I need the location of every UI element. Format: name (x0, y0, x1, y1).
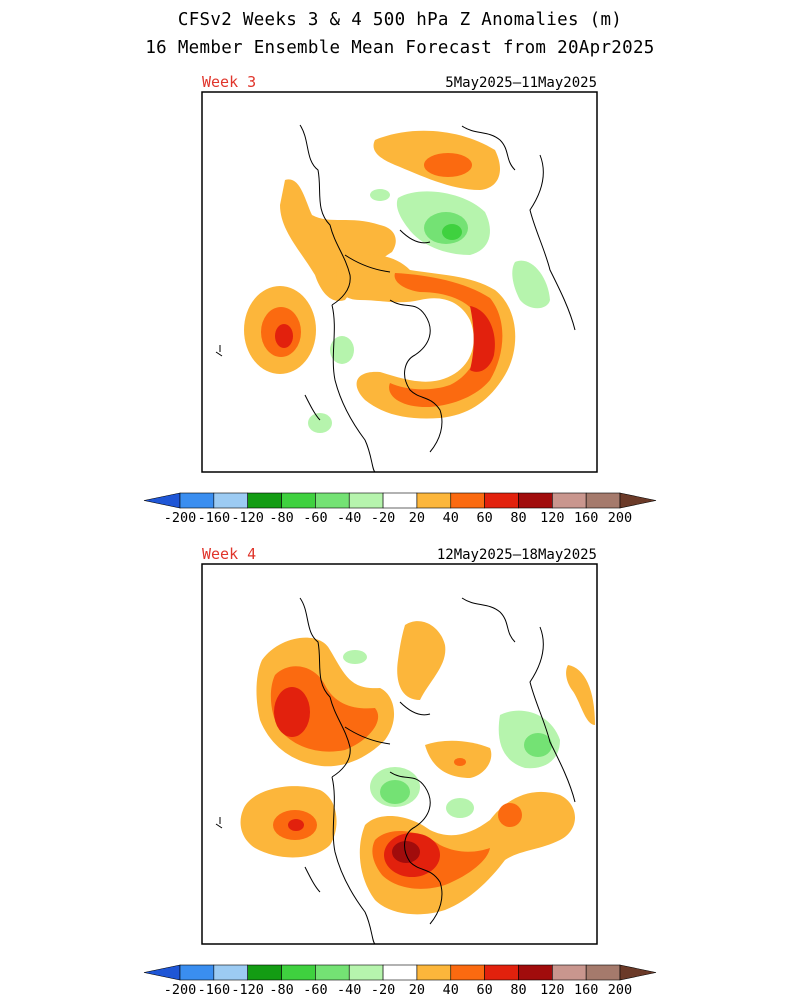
chart-subtitle: 16 Member Ensemble Mean Forecast from 20… (145, 38, 655, 58)
colorbar-swatch (179, 492, 215, 509)
week4-label: Week 4 (202, 545, 257, 563)
colorbar-tick-label: -160 (198, 982, 231, 998)
week3-colorbar: -200 -160 -120 -80 -60 -40 -20 20 40 60 80 120 160 20… (143, 492, 657, 526)
colorbar-tick-label: -120 (231, 510, 264, 526)
colorbar-swatch (247, 964, 282, 981)
week3-anomaly-field (244, 130, 550, 433)
colorbar-swatch (416, 964, 452, 981)
colorbar-tick-label: 160 (574, 982, 598, 998)
colorbar-swatch (348, 964, 384, 981)
colorbar-tick-label: -80 (269, 510, 293, 526)
colorbar-swatch (348, 492, 384, 509)
colorbar-tick-label: 20 (409, 982, 425, 998)
week4-anomaly-field (240, 621, 595, 915)
colorbar-tick-label: -80 (269, 982, 293, 998)
colorbar-arrow-high (619, 492, 657, 509)
colorbar-tick-label: -200 (164, 982, 197, 998)
chart-title: CFSv2 Weeks 3 & 4 500 hPa Z Anomalies (m… (177, 10, 623, 30)
colorbar-tick-label: -40 (337, 510, 361, 526)
colorbar-tick-label: -120 (231, 982, 264, 998)
colorbar-tick-label: 20 (409, 510, 425, 526)
colorbar-swatch (213, 492, 248, 509)
colorbar-tick-label: 120 (540, 510, 564, 526)
colorbar-tick-label: -200 (164, 510, 197, 526)
colorbar-tick-label: -160 (198, 510, 231, 526)
colorbar-arrow-high (619, 964, 657, 981)
colorbar-swatch (247, 492, 282, 509)
colorbar-tick-label: 40 (443, 982, 459, 998)
colorbar-swatch (315, 964, 350, 981)
colorbar-tick-label: -20 (371, 510, 395, 526)
colorbar-tick-label: 120 (540, 982, 564, 998)
colorbar-arrow-low (143, 492, 181, 509)
week4-date-range: 12May2025–18May2025 (436, 547, 597, 563)
colorbar-tick-label: 80 (510, 510, 526, 526)
colorbar-swatch (213, 964, 248, 981)
week3-date-range: 5May2025–11May2025 (445, 75, 597, 91)
colorbar-swatch (585, 492, 621, 509)
week4-colorbar: -200 -160 -120 -80 -60 -40 -20 20 40 60 80 120 160 20… (143, 964, 657, 998)
colorbar-swatch (315, 492, 350, 509)
colorbar-swatch (484, 964, 519, 981)
colorbar-tick-label: 200 (608, 510, 632, 526)
week4-map-frame (201, 563, 598, 945)
colorbar-swatch (450, 492, 485, 509)
colorbar-swatch (382, 492, 418, 509)
colorbar-swatch (552, 492, 587, 509)
colorbar-tick-label: -60 (303, 982, 327, 998)
colorbar-tick-label: -40 (337, 982, 361, 998)
colorbar-swatch (281, 964, 316, 981)
week4-coastlines (215, 597, 576, 945)
colorbar-arrow-low (143, 964, 181, 981)
colorbar-tick-label: 80 (510, 982, 526, 998)
colorbar-tick-label: 60 (476, 510, 492, 526)
colorbar-swatch (450, 964, 485, 981)
colorbar-tick-label: 40 (443, 510, 459, 526)
week3-coastlines (215, 124, 576, 473)
colorbar-swatch (416, 492, 452, 509)
colorbar-tick-label: -60 (303, 510, 327, 526)
colorbar-swatch (518, 964, 553, 981)
colorbar-swatch (552, 964, 587, 981)
colorbar-tick-label: 160 (574, 510, 598, 526)
colorbar-tick-label: 60 (476, 982, 492, 998)
colorbar-tick-label: 200 (608, 982, 632, 998)
colorbar-swatch (518, 492, 553, 509)
week3-map-frame (201, 91, 598, 473)
colorbar-swatch (484, 492, 519, 509)
colorbar-tick-label: -20 (371, 982, 395, 998)
colorbar-swatch (281, 492, 316, 509)
week3-label: Week 3 (202, 73, 257, 91)
colorbar-swatch (382, 964, 418, 981)
colorbar-swatch (585, 964, 621, 981)
colorbar-swatch (179, 964, 215, 981)
